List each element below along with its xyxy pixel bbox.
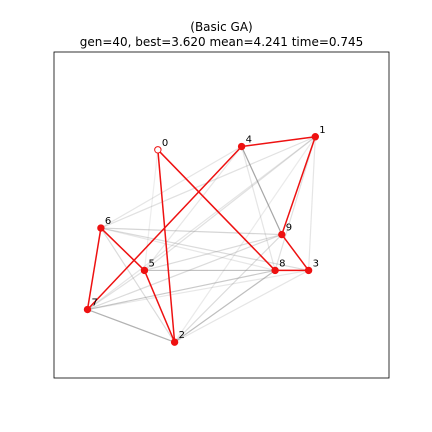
city-node-9: [278, 230, 286, 239]
city-node-4: [237, 142, 246, 151]
population-edge-7-9: [87, 234, 283, 311]
tour-edge-7-4: [86, 146, 243, 311]
city-labels: 0 1 2 3 4 5 6 7 8 9: [92, 125, 326, 341]
city-label-0: 0: [162, 138, 168, 149]
tour-edge-8-0: [157, 149, 276, 271]
city-node-1: [311, 133, 319, 141]
tour-edge-4-1: [241, 136, 316, 148]
population-edge-2-8: [174, 269, 276, 343]
best-tour: [86, 136, 317, 343]
tour-edge-0-2: [157, 149, 176, 343]
city-node-2: [170, 338, 179, 346]
tour-edge-2-5: [143, 270, 176, 343]
population-edge-7-2: [87, 308, 175, 343]
population-edge-4-8: [241, 146, 276, 271]
city-label-3: 3: [313, 258, 319, 269]
population-edge-6-8: [100, 227, 276, 272]
city-label-8: 8: [279, 258, 285, 269]
tour-edge-5-6: [100, 227, 145, 271]
population-edge-2-3: [174, 269, 309, 343]
population-edge-6-2: [100, 227, 176, 343]
city-node-0: [154, 146, 162, 154]
city-label-1: 1: [319, 125, 325, 136]
tour-edge-6-7: [86, 227, 102, 310]
population-edge-0-5: [143, 149, 159, 271]
population-edge-8-1: [274, 136, 316, 271]
city-label-6: 6: [105, 216, 111, 227]
city-node-7: [83, 305, 92, 314]
population-edge-7-1: [87, 136, 316, 311]
city-nodes: [83, 133, 319, 346]
population-edge-6-9: [100, 227, 282, 236]
city-node-3: [304, 266, 313, 275]
population-edge-7-5: [87, 269, 145, 311]
population-edge-5-1: [144, 136, 316, 271]
population-edge-7-3: [87, 269, 309, 311]
tour-edge-1-9: [281, 136, 317, 235]
population-edge-6-3: [100, 227, 309, 272]
city-label-4: 4: [246, 135, 252, 146]
city-label-5: 5: [148, 258, 154, 269]
city-label-7: 7: [92, 298, 98, 309]
population-edge-4-9: [241, 146, 283, 235]
population-edge-7-8: [87, 269, 276, 311]
plot-frame: [53, 51, 390, 379]
tour-edge-9-3: [281, 234, 310, 271]
population-edge-3-1: [308, 136, 316, 271]
city-label-2: 2: [179, 330, 185, 341]
city-node-8: [271, 266, 279, 275]
city-label-9: 9: [286, 223, 292, 234]
chart-title: (Basic GA): [190, 20, 252, 34]
population-edge-5-4: [143, 146, 243, 271]
chart-subtitle: gen=40, best=3.620 mean=4.241 time=0.745: [80, 35, 364, 49]
population-edge-2-9: [174, 234, 283, 343]
city-node-6: [97, 224, 105, 232]
population-edge-6-4: [100, 146, 242, 229]
city-node-5: [140, 266, 149, 275]
